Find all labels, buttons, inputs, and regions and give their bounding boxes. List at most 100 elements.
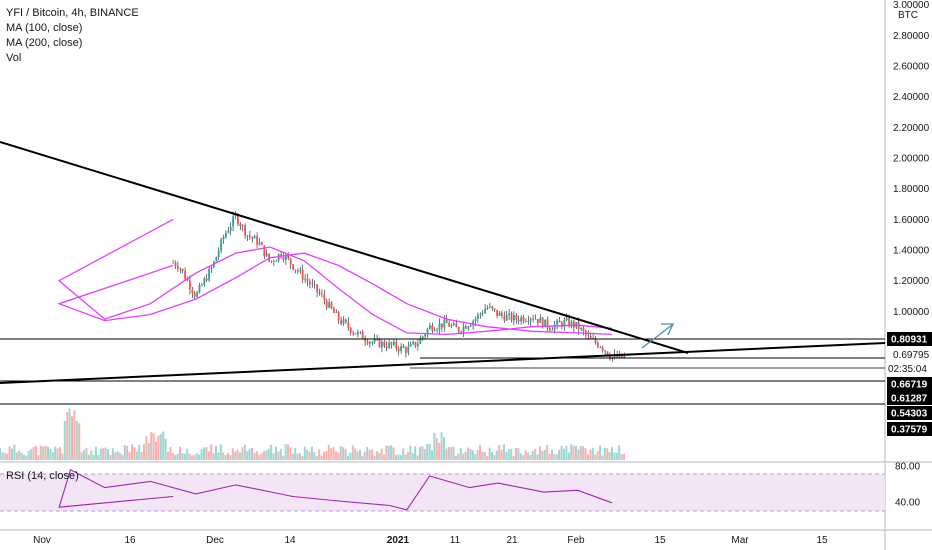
volume-bar — [395, 455, 397, 460]
volume-bar — [80, 452, 83, 460]
candle-body — [489, 306, 491, 308]
candle-body — [438, 323, 441, 330]
rsi-line — [58, 469, 613, 511]
candle-body — [498, 312, 501, 316]
candle-body — [227, 230, 230, 233]
volume-bar — [476, 449, 479, 460]
volume-bar — [529, 454, 532, 460]
candle-body — [234, 214, 237, 217]
volume-bar — [150, 431, 153, 460]
volume-bar — [507, 448, 510, 460]
candle-body — [294, 269, 297, 271]
volume-bar — [231, 448, 234, 460]
volume-bar — [109, 455, 112, 460]
volume-bar — [462, 453, 465, 460]
price-tick-label: 2.20000 — [893, 123, 930, 134]
candle-body — [421, 336, 424, 339]
volume-bar — [131, 444, 133, 460]
candle-body — [551, 329, 554, 331]
volume-bar — [579, 446, 582, 460]
time-tick-label: 15 — [654, 535, 666, 546]
candle-body — [333, 308, 335, 313]
candle-body — [361, 331, 364, 340]
candle-body — [465, 326, 467, 329]
volume-bar — [452, 446, 455, 460]
candle-body — [491, 306, 494, 309]
volume-bar — [56, 448, 59, 460]
volume-bar — [195, 453, 198, 460]
volume-bar — [606, 448, 609, 460]
volume-bar — [284, 444, 287, 460]
volume-bar — [378, 452, 381, 460]
candle-body — [186, 279, 189, 281]
volume-bar — [282, 455, 285, 460]
candle-body — [359, 331, 362, 333]
volume-bar — [289, 447, 292, 460]
time-tick-label: 2021 — [387, 535, 410, 546]
candle-body — [525, 320, 527, 322]
volume-bar — [123, 445, 126, 460]
candle-body — [203, 278, 206, 285]
volume-bar — [443, 437, 445, 460]
candle-body — [198, 285, 201, 293]
candle-body — [529, 318, 532, 322]
volume-bar — [491, 451, 493, 460]
volume-bar — [35, 445, 37, 460]
volume-bar — [203, 447, 205, 460]
volume-bar — [301, 455, 304, 460]
price-level-tag-label: 0.66719 — [891, 380, 928, 391]
candle-body — [472, 321, 474, 326]
volume-bar — [512, 455, 515, 460]
volume-bar — [258, 454, 261, 460]
volume-bar — [265, 450, 268, 460]
volume-bar — [531, 450, 534, 460]
volume-bar — [210, 444, 213, 460]
volume-bar — [30, 448, 33, 460]
candle-body — [369, 342, 371, 344]
candle-body — [292, 264, 294, 270]
candle-body — [241, 225, 244, 227]
candle-body — [373, 338, 376, 342]
candle-body — [328, 302, 330, 308]
volume-bar — [517, 448, 520, 460]
candle-body — [433, 330, 436, 332]
volume-bar — [603, 447, 606, 460]
candle-body — [426, 328, 429, 335]
volume-bar — [567, 452, 570, 460]
volume-bar — [294, 448, 297, 460]
candle-body — [513, 315, 515, 321]
volume-bar — [215, 445, 217, 460]
candle-body — [347, 322, 350, 328]
projection-arrow-head — [661, 323, 675, 336]
volume-bar — [23, 454, 25, 460]
price-tick-label: 2.60000 — [893, 61, 930, 72]
candle-body — [229, 226, 232, 231]
candle-body — [321, 293, 323, 295]
descending-trendline — [0, 141, 689, 354]
candle-body — [453, 323, 455, 326]
candle-body — [501, 312, 503, 316]
volume-bar — [25, 455, 28, 460]
volume-bar — [20, 452, 23, 460]
volume-bar — [471, 450, 474, 460]
candle-body — [304, 278, 306, 280]
volume-bar — [99, 448, 102, 460]
ascending-trendline — [0, 342, 886, 384]
candle-body — [325, 300, 328, 308]
candle-body — [222, 237, 225, 240]
candle-body — [546, 319, 549, 329]
candle-body — [606, 351, 609, 356]
price-tick-label: 1.60000 — [893, 215, 930, 226]
volume-bar — [277, 451, 280, 460]
volume-bar — [522, 455, 525, 460]
candle-body — [623, 356, 626, 358]
volume-bar — [618, 445, 621, 460]
volume-bar — [102, 448, 105, 460]
candle-body — [366, 341, 369, 344]
volume-bar — [596, 451, 599, 460]
candle-body — [306, 278, 309, 282]
volume-bar — [587, 454, 589, 460]
volume-bar — [193, 454, 196, 460]
candle-body — [371, 341, 374, 343]
